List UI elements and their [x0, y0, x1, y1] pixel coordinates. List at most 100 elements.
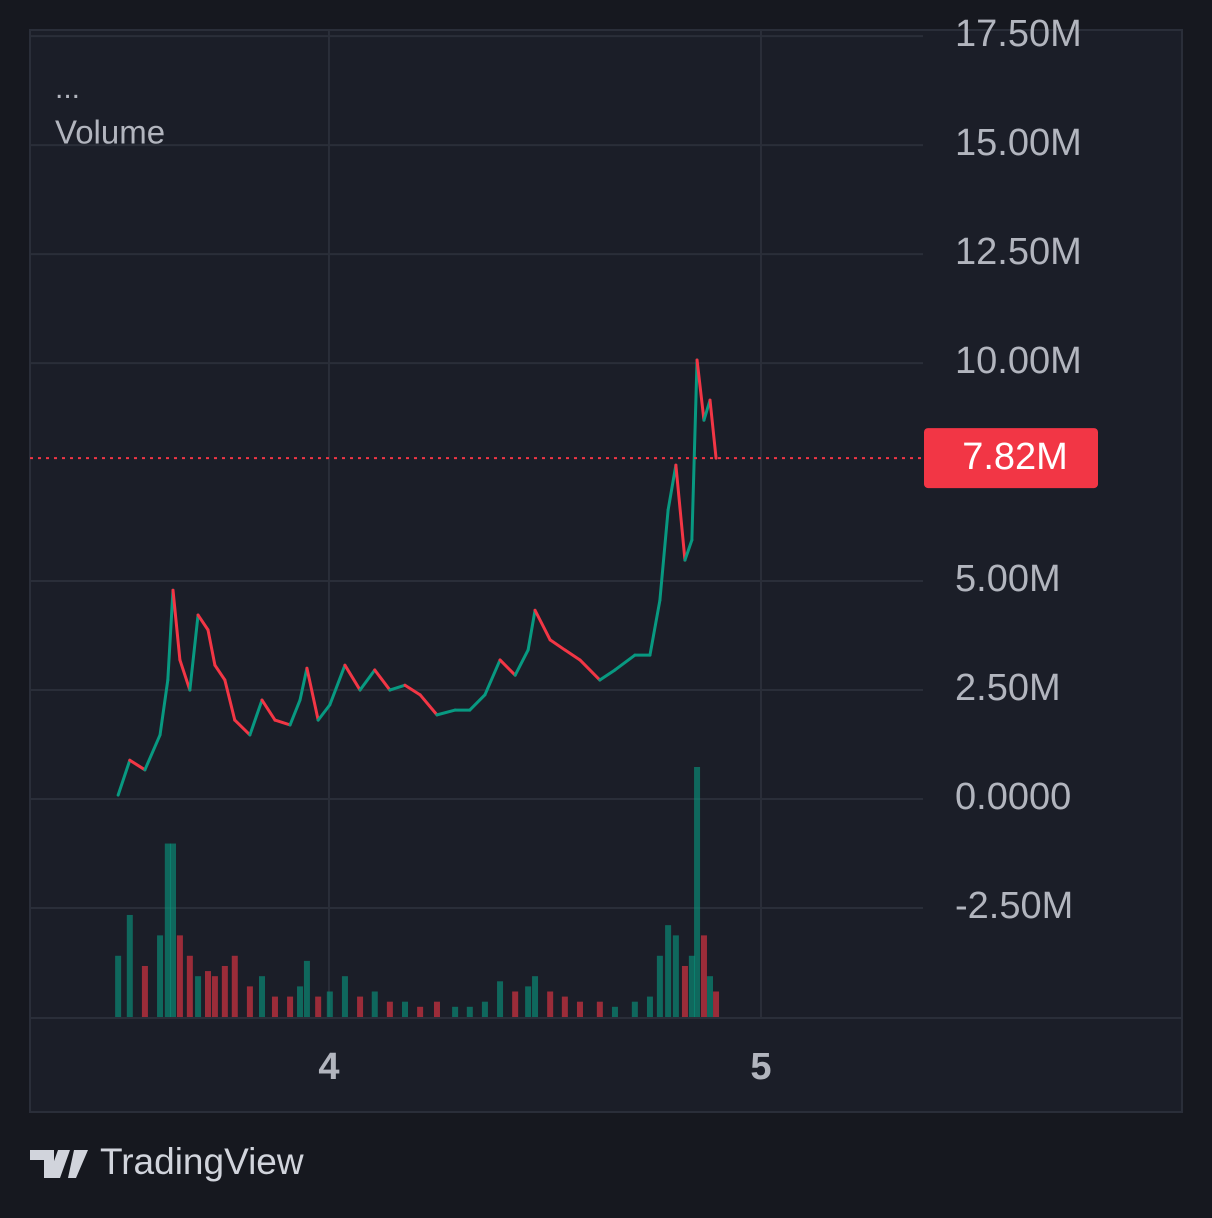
price-segment [166, 588, 175, 682]
volume-bar [297, 986, 304, 1017]
volume-bar [646, 996, 653, 1017]
price-segment [695, 358, 706, 422]
volume-bar [371, 991, 378, 1017]
volume-bar [141, 965, 148, 1017]
volume-bar [452, 1006, 459, 1017]
volume-bar [694, 767, 701, 1017]
volume-bar [576, 1001, 583, 1017]
volume-bar [681, 965, 688, 1017]
volume-bar [303, 960, 310, 1017]
y-tick-label: 0.0000 [955, 776, 1071, 818]
volume-bar [115, 955, 122, 1017]
volume-bar [433, 1001, 440, 1017]
legend-title: ... [55, 72, 80, 105]
volume-bar [195, 976, 202, 1017]
volume-bar [164, 843, 171, 1017]
logo [30, 1150, 88, 1178]
volume-bar [315, 996, 322, 1017]
price-segment [213, 663, 227, 682]
volume-bar [497, 981, 504, 1017]
volume-bar [532, 976, 539, 1017]
volume-bar [707, 976, 714, 1017]
y-tick-label: 2.50M [955, 667, 1061, 709]
volume-bar [700, 935, 707, 1017]
price-segment [288, 698, 302, 727]
price-segment [260, 698, 277, 722]
price-segment [418, 693, 439, 717]
price-segment [298, 666, 309, 702]
price-segment [435, 708, 457, 717]
price-segment [178, 658, 192, 692]
volume-bar [631, 1001, 638, 1017]
volume-bar [357, 996, 364, 1017]
price-segment [206, 628, 217, 667]
volume-bar [525, 986, 532, 1017]
chart-panel [29, 29, 1183, 1113]
price-segment [358, 668, 377, 692]
price-segment [613, 653, 637, 672]
price-segment [533, 608, 552, 642]
price-segment [683, 538, 694, 562]
price-segment [648, 598, 662, 657]
volume-bar [186, 955, 193, 1017]
volume-bar [221, 965, 228, 1017]
volume-bar [287, 996, 294, 1017]
price-segment [468, 693, 487, 712]
volume-bar [271, 996, 278, 1017]
volume-bar [401, 1001, 408, 1017]
y-tick-label: 5.00M [955, 558, 1061, 600]
volume-bar [176, 935, 183, 1017]
volume-bar [246, 986, 253, 1017]
price-segment [388, 683, 407, 692]
price-segment [658, 508, 670, 602]
volume-bar [157, 935, 164, 1017]
volume-bar [170, 843, 177, 1017]
x-tick-label: 4 [318, 1046, 339, 1088]
volume-bar [258, 976, 265, 1017]
price-segment [526, 608, 537, 652]
volume-bar [481, 1001, 488, 1017]
price-segment [403, 683, 422, 697]
price-segment [578, 658, 602, 682]
price-segment [223, 678, 237, 722]
price-segment [563, 648, 582, 662]
price-segment [116, 758, 132, 797]
volume-bar [386, 1001, 393, 1017]
price-segment [328, 663, 347, 707]
price-segment [598, 668, 617, 682]
y-tick-label: 15.00M [955, 122, 1082, 164]
price-segment [128, 758, 147, 772]
price-segment [143, 733, 162, 772]
volume-bar [672, 935, 679, 1017]
price-segment [708, 398, 718, 460]
price-segment [674, 463, 687, 562]
price-segment [188, 613, 200, 692]
volume-bar [656, 955, 663, 1017]
price-segment [483, 658, 502, 697]
volume-bar [596, 1001, 603, 1017]
price-segment [690, 358, 699, 542]
volume-bar [466, 1006, 473, 1017]
price-segment [158, 678, 170, 737]
price-segment [373, 668, 392, 692]
volume-bar [326, 991, 333, 1017]
price-segment [248, 698, 264, 737]
volume-bar [688, 955, 695, 1017]
volume-bar [231, 955, 238, 1017]
volume-bar [665, 925, 672, 1017]
volume-bar [713, 991, 720, 1017]
volume-bar [417, 1006, 424, 1017]
volume-bar [512, 991, 519, 1017]
price-segment [196, 613, 210, 632]
y-tick-label: 10.00M [955, 340, 1082, 382]
brand: TradingView [100, 1141, 304, 1182]
price-segment [273, 718, 292, 727]
price-segment [498, 658, 517, 677]
volume-bar [561, 996, 568, 1017]
price-segment [171, 588, 182, 662]
volume-bar [341, 976, 348, 1017]
y-tick-label: 17.50M [955, 13, 1082, 55]
x-tick-label: 5 [750, 1046, 771, 1088]
volume-bar [126, 914, 133, 1017]
